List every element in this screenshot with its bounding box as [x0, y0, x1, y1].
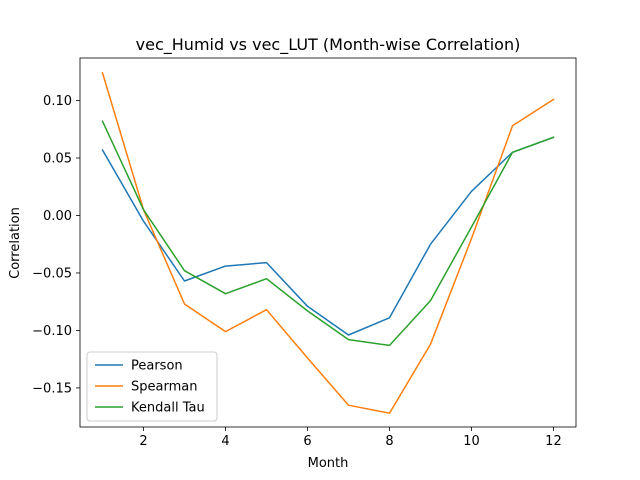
- y-tick-label: −0.15: [32, 381, 72, 396]
- y-axis-label: Correlation: [8, 207, 23, 279]
- y-tick-label: 0.10: [43, 94, 72, 109]
- chart-title: vec_Humid vs vec_LUT (Month-wise Correla…: [136, 35, 521, 55]
- x-axis-label: Month: [308, 456, 349, 471]
- legend-box: [86, 351, 218, 422]
- x-axis: 2 4 6 8 10 12: [139, 427, 562, 449]
- legend-label-spearman: Spearman: [131, 380, 197, 395]
- series-line-pearson: [101, 136, 555, 336]
- y-tick-label: −0.10: [32, 324, 72, 339]
- y-axis: −0.15 −0.10 −0.05 0.00 0.05 0.10: [32, 94, 80, 396]
- series-line-spearman: [101, 71, 555, 414]
- x-tick-label: 10: [463, 434, 480, 449]
- plot-frame: [79, 57, 577, 428]
- x-tick-label: 4: [221, 434, 229, 449]
- x-tick-label: 8: [385, 434, 393, 449]
- y-tick-label: 0.00: [43, 209, 72, 224]
- legend: Pearson Spearman Kendall Tau: [86, 351, 218, 422]
- series-line-kendall-tau: [101, 120, 555, 347]
- x-tick-label: 12: [545, 434, 562, 449]
- y-tick-label: −0.05: [32, 266, 72, 281]
- y-tick-label: 0.05: [43, 152, 72, 167]
- legend-label-pearson: Pearson: [131, 359, 183, 374]
- plot-lines: [101, 71, 555, 414]
- legend-label-kendall-tau: Kendall Tau: [131, 401, 205, 416]
- x-tick-label: 2: [139, 434, 147, 449]
- x-tick-label: 6: [303, 434, 311, 449]
